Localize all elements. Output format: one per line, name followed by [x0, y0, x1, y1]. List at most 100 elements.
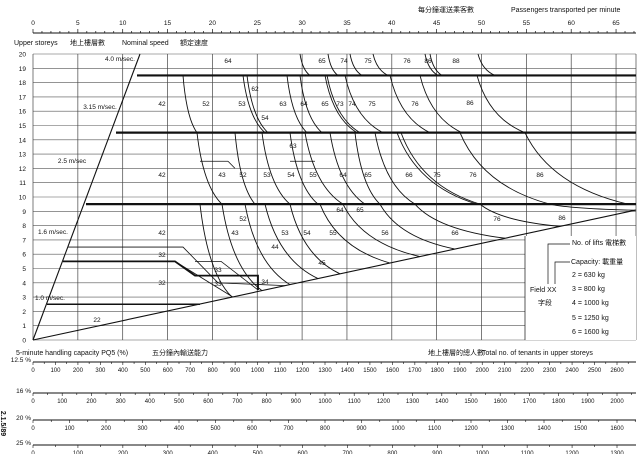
field-label: 54 — [303, 230, 311, 237]
scale-tick-label: 0 — [31, 451, 35, 454]
field-label: 86 — [466, 100, 474, 107]
figure-id: 2.1.5/89 — [0, 410, 7, 437]
field-label: 55 — [329, 230, 337, 237]
top-axis-tick-label: 10 — [119, 20, 127, 27]
scale-tick-label: 1600 — [386, 368, 400, 374]
field-label: 88 — [452, 58, 460, 65]
scale-tick-label: 1300 — [501, 426, 515, 432]
capacity-curve — [299, 53, 311, 76]
scale-tick-label: 1300 — [610, 451, 624, 454]
field-label: 86 — [536, 172, 544, 179]
field-label: 75 — [368, 101, 376, 108]
scale-tick-label: 1500 — [464, 399, 478, 405]
top-axis-tick-label: 40 — [388, 20, 396, 27]
scale-tick-label: 500 — [174, 399, 185, 405]
scale-tick-label: 900 — [356, 426, 367, 432]
scale-tick-label: 1600 — [610, 426, 624, 432]
left-axis-tick-label: 14 — [19, 137, 27, 144]
capacity-curve — [379, 203, 456, 250]
scale-tick-label: 0 — [31, 399, 35, 405]
field-label: 76 — [469, 172, 477, 179]
scale-tick-label: 2000 — [476, 368, 490, 374]
scale-tick-label: 900 — [291, 399, 302, 405]
left-axis-tick-label: 10 — [19, 195, 27, 202]
field-label: 64 — [224, 58, 232, 65]
scale-tick-label: 100 — [57, 399, 68, 405]
top-axis-tick-label: 45 — [433, 20, 441, 27]
scale-tick-label: 400 — [208, 451, 219, 454]
legend-leader-capacity — [554, 261, 570, 284]
speed-boundary-line — [32, 53, 141, 341]
scale-tick-label: 600 — [247, 426, 258, 432]
scale-tick-label: 0 — [31, 368, 35, 374]
top-axis-tick-label: 55 — [523, 20, 531, 27]
field-label: 64 — [300, 101, 308, 108]
field-label: 86 — [558, 215, 566, 222]
scale-tick-label: 1800 — [431, 368, 445, 374]
field-label: 65 — [364, 172, 372, 179]
left-axis-tick-label: 5 — [22, 266, 26, 273]
legend-item: 2 = 630 kg — [572, 272, 605, 279]
speed-header-en: Nominal speed — [122, 40, 169, 47]
left-axis-tick-label: 8 — [22, 223, 26, 230]
scale-tick-label: 1100 — [348, 399, 362, 405]
capacity-curve — [374, 132, 416, 205]
speed-header-zh: 額定速度 — [180, 40, 208, 47]
scale-tick-label: 300 — [95, 368, 106, 374]
field-label: 53 — [281, 230, 289, 237]
capacity-curve — [477, 53, 496, 76]
left-axis-tick-label: 3 — [22, 295, 26, 302]
capacity-curve — [389, 75, 431, 134]
field-label: 76 — [403, 58, 411, 65]
capacity-curve — [429, 53, 443, 76]
scale-tick-label: 300 — [116, 399, 127, 405]
capacity-curve — [327, 53, 339, 76]
scale-tick-label: 300 — [163, 451, 174, 454]
bottom-title-left-zh: 五分鐘內輸送能力 — [152, 350, 208, 357]
field-label: 34 — [261, 279, 269, 286]
scale-tick-label: 1200 — [377, 399, 391, 405]
capacity-curve — [459, 132, 551, 205]
field-label: 43 — [231, 230, 239, 237]
scale-tick-label: 2500 — [588, 368, 602, 374]
scale-tick-label: 800 — [320, 426, 331, 432]
field-label: 66 — [451, 230, 459, 237]
field-label: 62 — [251, 86, 259, 93]
step-line — [68, 246, 286, 287]
scale-tick-label: 1400 — [537, 426, 551, 432]
scale-tick-label: 1200 — [296, 368, 310, 374]
scale-tick-label: 600 — [298, 451, 309, 454]
left-axis-title-zh: 地上樓層數 — [70, 40, 105, 47]
scale-tick-label: 2600 — [610, 368, 624, 374]
capacity-curve — [304, 132, 344, 205]
field-label: 44 — [271, 244, 279, 251]
scale-tick-label: 900 — [432, 451, 443, 454]
field-label: 65 — [321, 101, 329, 108]
capacity-curve — [324, 75, 358, 134]
scale-tick-label: 1000 — [251, 368, 265, 374]
step-line — [195, 260, 259, 291]
capacity-curve — [242, 75, 266, 133]
top-axis-title-en: Passengers transported per minute — [511, 7, 621, 14]
scale-tick-label: 100 — [73, 451, 84, 454]
capacity-curve — [329, 132, 366, 205]
capacity-curve — [221, 204, 263, 291]
scale-tick-label: 2400 — [565, 368, 579, 374]
scale-tick-label: 800 — [262, 399, 273, 405]
top-axis-tick-label: 30 — [298, 20, 306, 27]
field-label: 43 — [218, 172, 226, 179]
left-axis-tick-label: 6 — [22, 252, 26, 259]
top-axis-tick-label: 5 — [76, 20, 80, 27]
speed-label: 1.6 m/sec. — [38, 229, 68, 236]
legend-leader-lifts — [547, 243, 570, 284]
tenant-diagonal-line — [32, 209, 637, 341]
field-label: 52 — [202, 101, 210, 108]
scale-tick-label: 700 — [185, 368, 196, 374]
field-label: 33 — [214, 281, 222, 288]
scale-tick-label: 2100 — [498, 368, 512, 374]
left-axis-tick-label: 13 — [19, 152, 27, 159]
field-label: 86 — [424, 58, 432, 65]
capacity-curve — [199, 204, 233, 298]
speed-label: 1.0 m/sec. — [35, 295, 65, 302]
legend-field-zh: 字段 — [538, 300, 552, 307]
